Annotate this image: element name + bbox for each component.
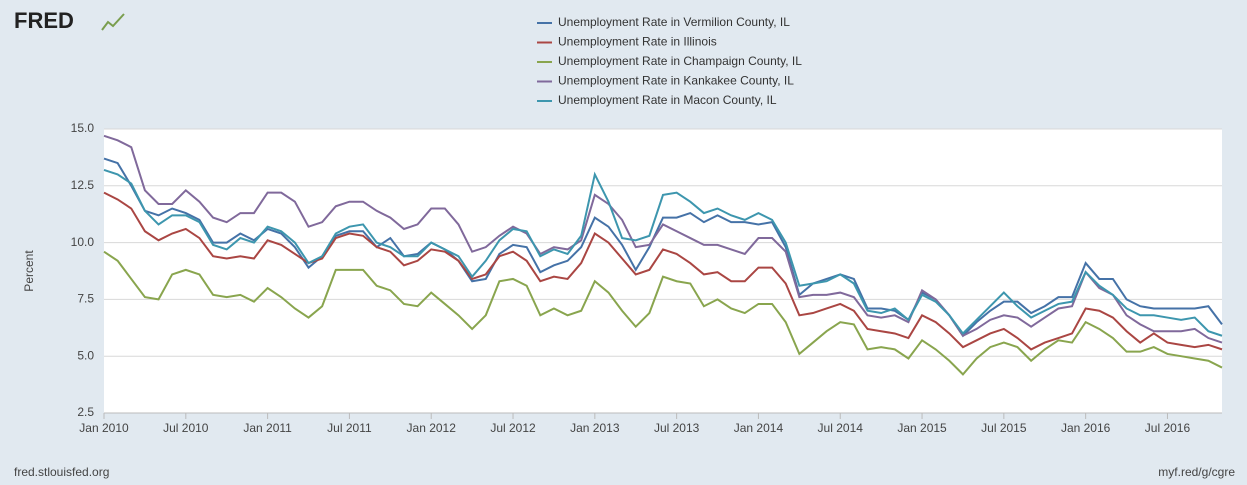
logo-icon xyxy=(101,13,125,31)
x-tick-label: Jul 2013 xyxy=(654,421,700,435)
logo: FRED xyxy=(14,8,74,33)
x-tick-label: Jan 2016 xyxy=(1061,421,1111,435)
footer-left: fred.stlouisfed.org xyxy=(14,465,109,479)
y-tick-label: 7.5 xyxy=(77,292,94,306)
footer-right: myf.red/g/cgre xyxy=(1158,465,1235,479)
legend-label: Unemployment Rate in Champaign County, I… xyxy=(558,54,802,68)
series-line xyxy=(103,168,1223,337)
x-tick-label: Jan 2012 xyxy=(407,421,457,435)
x-tick-label: Jan 2015 xyxy=(897,421,947,435)
x-tick-label: Jan 2013 xyxy=(570,421,620,435)
x-tick-label: Jan 2010 xyxy=(79,421,129,435)
y-tick-label: 5.0 xyxy=(77,348,94,362)
legend-label: Unemployment Rate in Macon County, IL xyxy=(558,93,777,107)
x-tick-label: Jul 2016 xyxy=(1145,421,1191,435)
x-tick-label: Jul 2012 xyxy=(490,421,536,435)
series-line xyxy=(103,191,1223,351)
series-line xyxy=(103,250,1223,376)
x-tick-label: Jan 2014 xyxy=(734,421,784,435)
legend-label: Unemployment Rate in Kankakee County, IL xyxy=(558,74,794,88)
y-tick-label: 15.0 xyxy=(71,121,95,135)
legend-label: Unemployment Rate in Vermilion County, I… xyxy=(558,15,790,29)
series-line xyxy=(103,157,1223,338)
series-line xyxy=(103,134,1223,344)
x-tick-label: Jan 2011 xyxy=(243,421,292,435)
x-tick-label: Jul 2014 xyxy=(818,421,864,435)
x-tick-label: Jul 2011 xyxy=(327,421,372,435)
y-axis-label: Percent xyxy=(22,250,36,292)
legend-label: Unemployment Rate in Illinois xyxy=(558,35,717,49)
plot-area xyxy=(104,129,1222,413)
x-tick-label: Jul 2010 xyxy=(163,421,209,435)
y-tick-label: 12.5 xyxy=(71,178,95,192)
legend: Unemployment Rate in Vermilion County, I… xyxy=(537,15,802,107)
y-tick-label: 10.0 xyxy=(71,235,95,249)
y-tick-label: 2.5 xyxy=(77,405,94,419)
x-tick-label: Jul 2015 xyxy=(981,421,1027,435)
